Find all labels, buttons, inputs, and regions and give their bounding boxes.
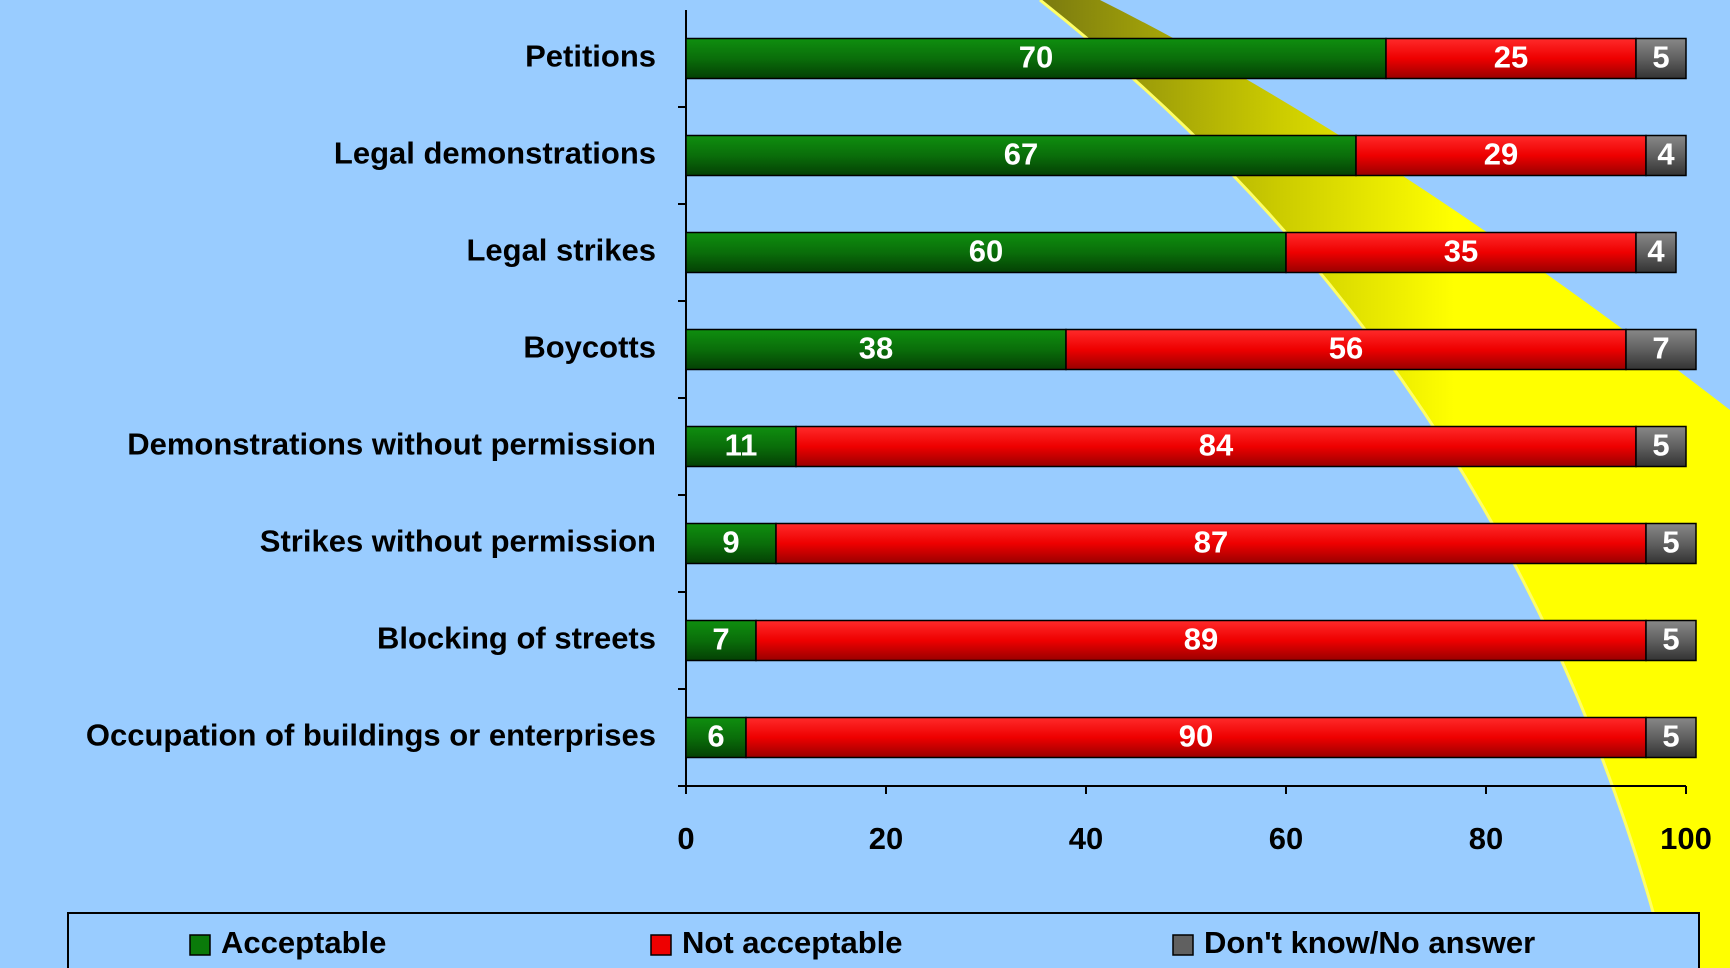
bar-segment xyxy=(1645,716,1697,759)
data-label: 25 xyxy=(1494,40,1528,75)
bar-segment xyxy=(1645,134,1687,177)
data-label: 5 xyxy=(1662,525,1679,560)
bar-segment xyxy=(1635,231,1677,274)
data-label: 7 xyxy=(712,622,729,657)
data-label: 89 xyxy=(1184,622,1218,657)
data-label: 38 xyxy=(859,331,893,366)
bar-segment xyxy=(685,425,797,468)
data-label: 60 xyxy=(969,234,1003,269)
category-label: Blocking of streets xyxy=(377,621,656,656)
x-tick-label: 60 xyxy=(1269,821,1303,856)
data-label: 56 xyxy=(1329,331,1363,366)
bar-segment xyxy=(685,328,1067,371)
data-label: 67 xyxy=(1004,137,1038,172)
category-label: Legal demonstrations xyxy=(334,136,656,171)
data-label: 29 xyxy=(1484,137,1518,172)
category-label: Occupation of buildings or enterprises xyxy=(86,718,656,753)
x-tick-label: 40 xyxy=(1069,821,1103,856)
bar-segment xyxy=(1635,37,1687,80)
legend-label: Don't know/No answer xyxy=(1204,925,1535,960)
category-label: Petitions xyxy=(525,39,656,74)
bar-segment xyxy=(685,522,777,565)
category-label: Legal strikes xyxy=(466,233,656,268)
category-label: Demonstrations without permission xyxy=(127,427,656,462)
data-label: 9 xyxy=(722,525,739,560)
bar-segment xyxy=(685,37,1387,80)
bar-segment xyxy=(755,619,1647,662)
data-label: 35 xyxy=(1444,234,1478,269)
bar-segment xyxy=(1385,37,1637,80)
bar-segment xyxy=(1645,619,1697,662)
data-label: 4 xyxy=(1657,137,1675,172)
data-label: 5 xyxy=(1652,428,1669,463)
data-label: 90 xyxy=(1179,719,1213,754)
legend-swatch xyxy=(189,934,211,956)
x-tick-label: 100 xyxy=(1660,821,1712,856)
legend-swatch xyxy=(1172,934,1194,956)
data-label: 84 xyxy=(1199,428,1234,463)
x-tick-label: 0 xyxy=(677,821,694,856)
bar-segment xyxy=(745,716,1647,759)
bar-segment xyxy=(1625,328,1697,371)
data-label: 5 xyxy=(1652,40,1669,75)
data-label: 87 xyxy=(1194,525,1228,560)
bar-segment xyxy=(1285,231,1637,274)
bar-segment xyxy=(685,134,1357,177)
category-label: Strikes without permission xyxy=(260,524,656,559)
data-label: 7 xyxy=(1652,331,1669,366)
data-label: 5 xyxy=(1662,622,1679,657)
bar-segment xyxy=(685,619,757,662)
category-label: Boycotts xyxy=(523,330,656,365)
data-label: 4 xyxy=(1647,234,1665,269)
background-swoosh xyxy=(1040,0,1730,968)
bar-segment xyxy=(1355,134,1647,177)
x-tick-label: 20 xyxy=(869,821,903,856)
legend-box xyxy=(67,912,1700,968)
bar-segment xyxy=(1635,425,1687,468)
legend-swatch xyxy=(650,934,672,956)
bar-segment xyxy=(795,425,1637,468)
legend-label: Acceptable xyxy=(221,925,386,960)
bar-segment xyxy=(685,231,1287,274)
legend-label: Not acceptable xyxy=(682,925,903,960)
data-label: 11 xyxy=(725,428,758,463)
bar-segment xyxy=(1645,522,1697,565)
data-label: 6 xyxy=(707,719,724,754)
x-tick-label: 80 xyxy=(1469,821,1503,856)
data-label: 5 xyxy=(1662,719,1679,754)
bar-segment xyxy=(685,716,747,759)
data-label: 70 xyxy=(1019,40,1053,75)
